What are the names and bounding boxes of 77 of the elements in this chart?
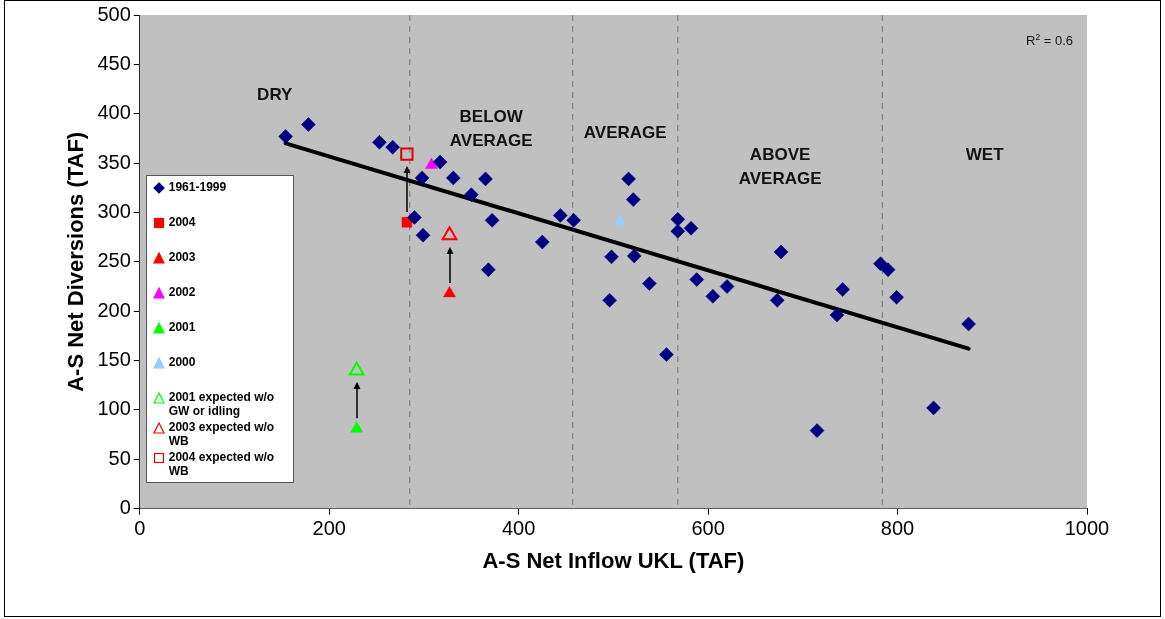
point xyxy=(961,316,976,332)
point xyxy=(441,226,458,241)
point xyxy=(829,307,845,323)
point xyxy=(348,361,365,376)
point xyxy=(566,213,581,228)
x-tick-label: 1000 xyxy=(1064,517,1110,540)
point xyxy=(553,208,568,223)
annotation: ABOVE AVERAGE xyxy=(738,144,822,188)
point xyxy=(350,421,363,433)
point xyxy=(626,192,641,207)
point xyxy=(443,286,456,298)
point xyxy=(535,234,550,250)
point xyxy=(414,170,430,186)
point xyxy=(372,135,387,150)
point xyxy=(484,213,500,228)
point xyxy=(407,210,422,225)
y-tick-label: 200 xyxy=(97,298,131,321)
legend-label: 2003 expected w/o WB xyxy=(168,420,276,448)
point xyxy=(659,347,674,362)
x-axis-title: A-S Net Inflow UKL (TAF) xyxy=(482,547,745,573)
x-tick-label: 800 xyxy=(880,517,915,540)
point xyxy=(880,262,896,277)
x-tick-label: 0 xyxy=(134,517,146,540)
point xyxy=(400,147,414,161)
point xyxy=(670,212,686,227)
point xyxy=(835,282,850,297)
point xyxy=(683,220,699,236)
point xyxy=(446,170,461,186)
annotation: BELOW AVERAGE xyxy=(449,106,533,150)
point xyxy=(889,290,904,305)
annotation: AVERAGE xyxy=(583,122,667,142)
y-tick-label: 400 xyxy=(97,101,131,124)
y-axis-title: A-S Net Diversions (TAF) xyxy=(63,131,89,392)
point xyxy=(670,223,686,239)
point xyxy=(301,117,316,132)
legend-label: 2001 expected w/o GW or idling xyxy=(168,390,276,418)
point xyxy=(415,227,431,243)
point xyxy=(770,293,785,308)
legend-label: 2001 xyxy=(168,320,196,334)
point xyxy=(642,276,657,291)
point xyxy=(478,171,493,187)
legend-label: 2002 xyxy=(168,285,196,299)
point xyxy=(481,262,496,277)
x-tick-label: 400 xyxy=(501,517,536,540)
point xyxy=(809,423,825,438)
point xyxy=(773,244,789,260)
y-tick-label: 50 xyxy=(108,446,131,469)
annotation: WET xyxy=(965,144,1005,164)
x-tick-label: 200 xyxy=(312,517,346,540)
y-tick-label: 450 xyxy=(97,51,131,74)
legend-label: 2004 expected w/o WB xyxy=(168,450,276,478)
point xyxy=(385,140,400,155)
point xyxy=(278,129,293,144)
point xyxy=(926,400,941,416)
y-tick-label: 300 xyxy=(97,199,131,222)
legend-label: 2003 xyxy=(168,250,196,264)
annotation: DRY xyxy=(257,84,294,104)
legend-label: 2000 xyxy=(168,355,196,369)
legend-label: 2004 xyxy=(168,215,196,229)
point xyxy=(719,279,735,294)
point xyxy=(464,187,479,202)
point xyxy=(689,272,704,287)
y-tick-label: 0 xyxy=(119,496,131,519)
point xyxy=(604,249,619,265)
point xyxy=(621,171,636,187)
y-tick-label: 100 xyxy=(97,397,131,420)
y-tick-label: 500 xyxy=(97,2,131,25)
y-tick-label: 350 xyxy=(97,150,131,173)
x-tick-label: 600 xyxy=(691,517,725,540)
point xyxy=(626,248,642,264)
y-tick-label: 150 xyxy=(97,348,131,371)
y-tick-label: 250 xyxy=(97,249,131,272)
point xyxy=(705,289,721,304)
legend-label: 1961-1999 xyxy=(168,180,227,194)
point xyxy=(613,214,627,226)
point xyxy=(432,154,448,170)
point xyxy=(602,293,617,308)
